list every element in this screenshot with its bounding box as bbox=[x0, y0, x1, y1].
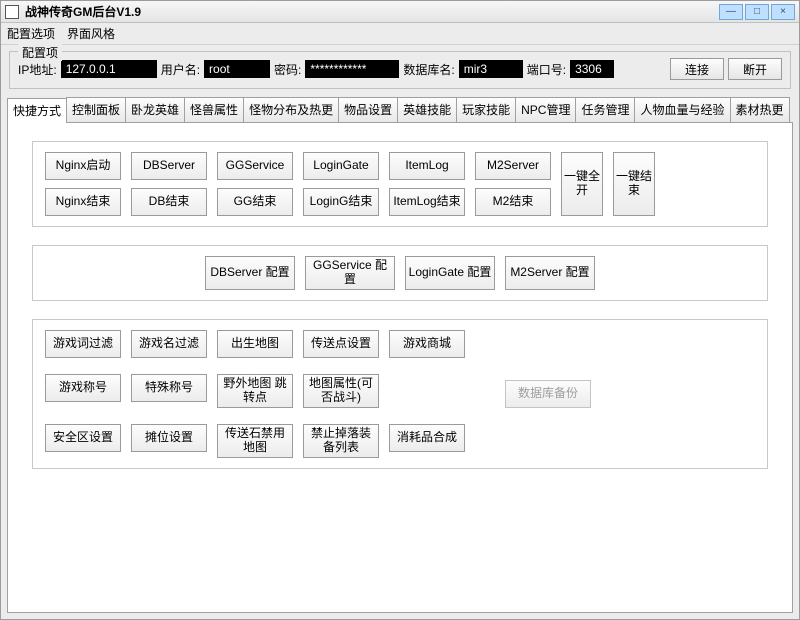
wild-map-jump-button[interactable]: 野外地图 跳转点 bbox=[217, 374, 293, 408]
logingate-start-button[interactable]: LoginGate bbox=[303, 152, 379, 180]
ip-input[interactable] bbox=[61, 60, 157, 78]
m2server-config-button[interactable]: M2Server 配置 bbox=[505, 256, 595, 290]
itemlog-stop-button[interactable]: ItemLog结束 bbox=[389, 188, 465, 216]
user-label: 用户名: bbox=[161, 61, 200, 78]
pwd-label: 密码: bbox=[274, 61, 301, 78]
nginx-start-button[interactable]: Nginx启动 bbox=[45, 152, 121, 180]
config-fieldset: 配置项 IP地址: 用户名: 密码: 数据库名: 端口号: 连接 断开 bbox=[9, 51, 791, 89]
special-title-button[interactable]: 特殊称号 bbox=[131, 374, 207, 402]
map-attr-button[interactable]: 地图属性(可否战斗) bbox=[303, 374, 379, 408]
menu-config[interactable]: 配置选项 bbox=[7, 25, 55, 42]
consumable-craft-button[interactable]: 消耗品合成 bbox=[389, 424, 465, 452]
port-input[interactable] bbox=[570, 60, 614, 78]
m2server-start-button[interactable]: M2Server bbox=[475, 152, 551, 180]
word-filter-button[interactable]: 游戏词过滤 bbox=[45, 330, 121, 358]
user-input[interactable] bbox=[204, 60, 270, 78]
game-title-button[interactable]: 游戏称号 bbox=[45, 374, 121, 402]
safe-zone-button[interactable]: 安全区设置 bbox=[45, 424, 121, 452]
menu-skin[interactable]: 界面风格 bbox=[67, 25, 115, 42]
close-button[interactable]: × bbox=[771, 4, 795, 20]
tab-npc[interactable]: NPC管理 bbox=[515, 97, 576, 122]
ggservice-stop-button[interactable]: GG结束 bbox=[217, 188, 293, 216]
tab-monster-attr[interactable]: 怪兽属性 bbox=[184, 97, 244, 122]
tab-player-skill[interactable]: 玩家技能 bbox=[456, 97, 516, 122]
menubar: 配置选项 界面风格 bbox=[1, 23, 799, 45]
config-row: IP地址: 用户名: 密码: 数据库名: 端口号: 连接 断开 bbox=[18, 58, 782, 80]
dbserver-config-button[interactable]: DBServer 配置 bbox=[205, 256, 295, 290]
titlebar: 战神传奇GM后台V1.9 — □ × bbox=[1, 1, 799, 23]
disconnect-button[interactable]: 断开 bbox=[728, 58, 782, 80]
config-legend: 配置项 bbox=[18, 44, 62, 61]
ggservice-start-button[interactable]: GGService bbox=[217, 152, 293, 180]
tab-panel-shortcut: Nginx启动 Nginx结束 DBServer DB结束 GGService … bbox=[7, 123, 793, 613]
app-window: 战神传奇GM后台V1.9 — □ × 配置选项 界面风格 配置项 IP地址: 用… bbox=[0, 0, 800, 620]
birth-map-button[interactable]: 出生地图 bbox=[217, 330, 293, 358]
all-stop-button[interactable]: 一键结束 bbox=[613, 152, 655, 216]
itemlog-start-button[interactable]: ItemLog bbox=[389, 152, 465, 180]
tab-monster-dist[interactable]: 怪物分布及热更 bbox=[243, 97, 339, 122]
port-label: 端口号: bbox=[527, 61, 566, 78]
dbserver-stop-button[interactable]: DB结束 bbox=[131, 188, 207, 216]
minimize-button[interactable]: — bbox=[719, 4, 743, 20]
ggservice-config-button[interactable]: GGService 配置 bbox=[305, 256, 395, 290]
maximize-button[interactable]: □ bbox=[745, 4, 769, 20]
name-filter-button[interactable]: 游戏名过滤 bbox=[131, 330, 207, 358]
logingate-stop-button[interactable]: LoginG结束 bbox=[303, 188, 379, 216]
tab-item[interactable]: 物品设置 bbox=[338, 97, 398, 122]
teleport-point-button[interactable]: 传送点设置 bbox=[303, 330, 379, 358]
tab-hero[interactable]: 卧龙英雄 bbox=[125, 97, 185, 122]
telestone-ban-button[interactable]: 传送石禁用地图 bbox=[217, 424, 293, 458]
tab-shortcut[interactable]: 快捷方式 bbox=[7, 98, 67, 123]
tab-asset[interactable]: 素材热更 bbox=[730, 97, 790, 122]
db-label: 数据库名: bbox=[403, 61, 454, 78]
all-start-button[interactable]: 一键全开 bbox=[561, 152, 603, 216]
connect-button[interactable]: 连接 bbox=[670, 58, 724, 80]
pwd-input[interactable] bbox=[305, 60, 399, 78]
dbserver-start-button[interactable]: DBServer bbox=[131, 152, 207, 180]
tab-control[interactable]: 控制面板 bbox=[66, 97, 126, 122]
game-mall-button[interactable]: 游戏商城 bbox=[389, 330, 465, 358]
tab-hp-exp[interactable]: 人物血量与经验 bbox=[634, 97, 730, 122]
logingate-config-button[interactable]: LoginGate 配置 bbox=[405, 256, 495, 290]
app-icon bbox=[5, 5, 19, 19]
nginx-stop-button[interactable]: Nginx结束 bbox=[45, 188, 121, 216]
ip-label: IP地址: bbox=[18, 61, 57, 78]
tabs: 快捷方式 控制面板 卧龙英雄 怪兽属性 怪物分布及热更 物品设置 英雄技能 玩家… bbox=[7, 97, 793, 123]
stall-setting-button[interactable]: 摊位设置 bbox=[131, 424, 207, 452]
db-backup-button[interactable]: 数据库备份 bbox=[505, 380, 591, 408]
config-group: DBServer 配置 GGService 配置 LoginGate 配置 M2… bbox=[32, 245, 768, 301]
tab-hero-skill[interactable]: 英雄技能 bbox=[397, 97, 457, 122]
tools-group: 游戏词过滤 游戏名过滤 出生地图 传送点设置 游戏商城 游戏称号 特殊称号 野外… bbox=[32, 319, 768, 469]
m2server-stop-button[interactable]: M2结束 bbox=[475, 188, 551, 216]
db-input[interactable] bbox=[459, 60, 523, 78]
window-title: 战神传奇GM后台V1.9 bbox=[25, 3, 717, 20]
tab-task[interactable]: 任务管理 bbox=[575, 97, 635, 122]
no-drop-list-button[interactable]: 禁止掉落装备列表 bbox=[303, 424, 379, 458]
service-group: Nginx启动 Nginx结束 DBServer DB结束 GGService … bbox=[32, 141, 768, 227]
